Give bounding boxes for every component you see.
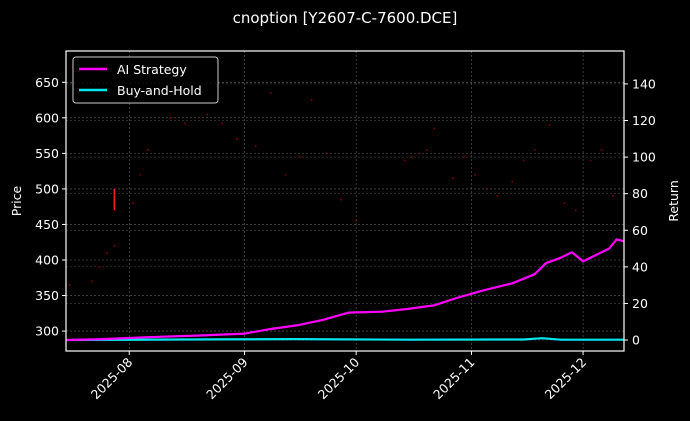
right-axis-label: Return <box>666 180 681 221</box>
x-tick-label: 2025-11 <box>430 355 478 403</box>
left-axis-ticks: 300 350 400 450 500 550 600 650 <box>35 75 66 339</box>
series-ai-strategy <box>65 238 625 342</box>
left-tick-label: 500 <box>35 181 59 196</box>
series-lines <box>65 238 625 342</box>
left-axis-label: Price <box>9 185 24 216</box>
legend-label-buy-and-hold: Buy-and-Hold <box>117 83 202 98</box>
right-tick-label: 80 <box>632 186 648 201</box>
right-tick-label: 120 <box>632 113 656 128</box>
right-tick-label: 20 <box>632 296 648 311</box>
right-tick-label: 40 <box>632 259 648 274</box>
series-buy-and-hold <box>65 337 624 342</box>
plot-frame <box>65 50 625 352</box>
right-tick-label: 140 <box>632 76 656 91</box>
x-tick-label: 2025-08 <box>88 354 136 402</box>
price-scatter <box>68 91 614 286</box>
left-tick-label: 650 <box>35 75 59 90</box>
left-tick-label: 350 <box>35 288 59 303</box>
legend: AI Strategy Buy-and-Hold <box>72 56 219 104</box>
right-axis-ticks: 0 20 40 60 80 100 120 140 <box>624 76 656 348</box>
left-tick-label: 600 <box>35 110 59 125</box>
x-tick-label: 2025-09 <box>203 354 251 402</box>
left-tick-label: 550 <box>35 146 59 161</box>
right-tick-label: 0 <box>632 333 640 348</box>
chart-title: cnoption [Y2607-C-7600.DCE] <box>233 9 458 27</box>
x-tick-label: 2025-10 <box>315 354 363 402</box>
legend-label-ai-strategy: AI Strategy <box>117 62 187 77</box>
x-tick-label: 2025-12 <box>542 355 590 403</box>
left-tick-label: 400 <box>35 253 59 268</box>
right-tick-label: 100 <box>632 150 656 165</box>
x-axis-ticks: 2025-08 2025-09 2025-10 2025-11 2025-12 <box>88 351 589 402</box>
right-tick-label: 60 <box>632 223 648 238</box>
left-tick-label: 450 <box>35 217 59 232</box>
left-tick-label: 300 <box>35 324 59 339</box>
